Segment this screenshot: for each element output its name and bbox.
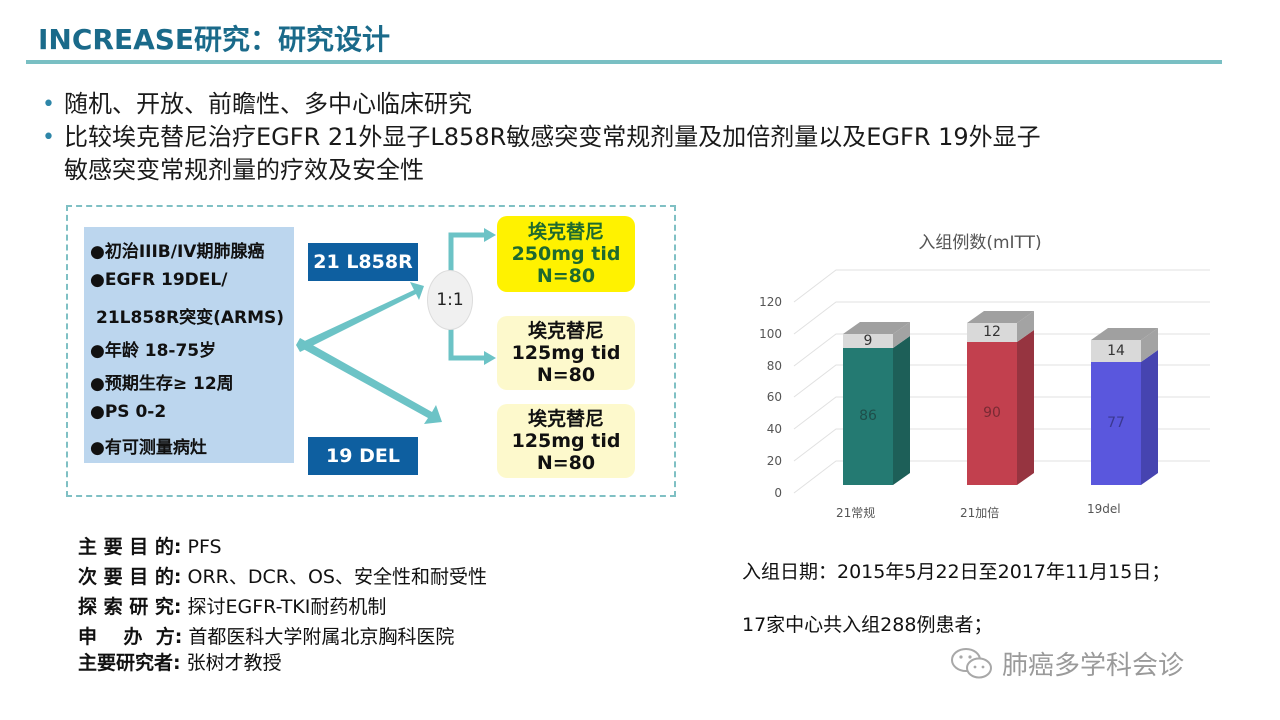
- objective-label: 主 要 目 的:: [78, 536, 182, 558]
- y-tick: 100: [759, 327, 782, 341]
- bullet-text: 比较埃克替尼治疗EGFR 21外显子L858R敏感突变常规剂量及加倍剂量以及EG…: [64, 123, 1041, 151]
- arm-dose: 250mg tid: [511, 243, 621, 265]
- criteria-item: ●PS 0-2: [90, 402, 167, 422]
- criteria-item: ●年龄 18-75岁: [90, 341, 217, 361]
- criteria-item: 21L858R突变(ARMS): [96, 308, 285, 328]
- criteria-item: ●有可测量病灶: [90, 438, 207, 458]
- objective-value: 张树才教授: [186, 652, 282, 674]
- bar-value: 86: [859, 408, 877, 424]
- arm-drug: 埃克替尼: [527, 221, 604, 243]
- arm-n: N=80: [536, 364, 596, 386]
- objective-value: 探讨EGFR-TKI耐药机制: [187, 596, 387, 618]
- bar-21-double: [967, 311, 1034, 485]
- arrow-head-icon: [484, 228, 496, 242]
- stratum-19-del: 19 DEL: [308, 437, 418, 475]
- bar-19del: [1091, 328, 1158, 485]
- bar-value: 90: [983, 405, 1001, 421]
- bar-value: 9: [863, 333, 873, 349]
- arm-drug: 埃克替尼: [527, 320, 604, 342]
- objective-label: 探 索 研 究:: [78, 596, 182, 618]
- objective-row: 申 办 方: 首都医科大学附属北京胸科医院: [78, 622, 487, 652]
- arm-n: N=80: [536, 265, 596, 287]
- bar-value: 12: [983, 324, 1001, 340]
- y-tick: 80: [766, 359, 782, 373]
- arrow-to-l858r-icon: [296, 282, 424, 352]
- bar-21-standard: [843, 322, 910, 485]
- criteria-item: ●初治IIIB/IV期肺腺癌: [90, 242, 265, 262]
- y-tick: 0: [774, 486, 782, 500]
- enrollment-dates: 入组日期：2015年5月22日至2017年11月15日；: [742, 561, 1171, 583]
- arm-dose: 125mg tid: [511, 430, 621, 452]
- objective-row: 主 要 目 的: PFS: [78, 532, 487, 562]
- arm-250mg: 埃克替尼 250mg tid N=80: [497, 216, 635, 292]
- chart-title: 入组例数(mITT): [918, 233, 1042, 253]
- arm-n: N=80: [536, 452, 596, 474]
- bar-value: 14: [1107, 343, 1125, 359]
- bullet-dot-icon: •: [42, 92, 55, 117]
- enrollment-centers: 17家中心共入组288例患者；: [742, 614, 993, 636]
- bullet-text: 随机、开放、前瞻性、多中心临床研究: [64, 90, 472, 118]
- arm-dose: 125mg tid: [511, 342, 621, 364]
- arm-125mg-l858r: 埃克替尼 125mg tid N=80: [497, 316, 635, 390]
- x-tick: 19del: [1087, 502, 1121, 516]
- y-tick: 120: [759, 295, 782, 309]
- study-objectives: 主 要 目 的: PFS 次 要 目 的: ORR、DCR、OS、安全性和耐受性…: [78, 532, 487, 678]
- bar-value: 77: [1107, 415, 1125, 431]
- summary-bullets: • 随机、开放、前瞻性、多中心临床研究 • 比较埃克替尼治疗EGFR 21外显子…: [42, 88, 1041, 187]
- enrollment-chart: 入组例数(mITT): [740, 220, 1220, 530]
- title-divider: [26, 60, 1222, 64]
- y-tick: 40: [766, 422, 782, 436]
- inclusion-criteria-box: ●初治IIIB/IV期肺腺癌 ●EGFR 19DEL/ 21L858R突变(AR…: [84, 227, 294, 463]
- arrow-to-del19-icon: [296, 338, 442, 424]
- randomization-ratio: 1:1: [427, 270, 473, 330]
- objective-row: 探 索 研 究: 探讨EGFR-TKI耐药机制: [78, 592, 487, 622]
- bullet-dot-icon: •: [42, 125, 55, 150]
- objective-value: 首都医科大学附属北京胸科医院: [188, 626, 455, 648]
- bullet-item: • 比较埃克替尼治疗EGFR 21外显子L858R敏感突变常规剂量及加倍剂量以及…: [42, 121, 1041, 187]
- chart-gridlines: [793, 269, 1210, 494]
- stratum-21-l858r: 21 L858R: [308, 243, 418, 281]
- objective-label: 主要研究者:: [78, 652, 181, 674]
- watermark: 肺癌多学科会诊: [950, 645, 1184, 682]
- y-tick: 20: [766, 454, 782, 468]
- x-tick: 21加倍: [960, 506, 1000, 520]
- criteria-item: ●EGFR 19DEL/: [90, 270, 228, 290]
- wechat-icon: [951, 647, 992, 678]
- criteria-item: ●预期生存≥ 12周: [90, 374, 234, 394]
- objective-value: PFS: [187, 536, 222, 558]
- objective-row: 次 要 目 的: ORR、DCR、OS、安全性和耐受性: [78, 562, 487, 592]
- objective-label: 申 办 方:: [78, 626, 183, 648]
- arrow-head-icon: [484, 351, 496, 365]
- randomization-arrows: [296, 228, 496, 424]
- page-title: INCREASE研究：研究设计: [38, 23, 391, 56]
- watermark-text: 肺癌多学科会诊: [1002, 651, 1185, 681]
- study-design-frame: [66, 205, 676, 497]
- x-tick: 21常规: [836, 506, 876, 520]
- objective-label: 次 要 目 的:: [78, 566, 182, 588]
- bullet-item: • 随机、开放、前瞻性、多中心临床研究: [42, 88, 1041, 121]
- y-tick: 60: [766, 390, 782, 404]
- objective-row: 主要研究者: 张树才教授: [78, 648, 487, 678]
- objective-value: ORR、DCR、OS、安全性和耐受性: [187, 566, 487, 588]
- arm-drug: 埃克替尼: [527, 408, 604, 430]
- bullet-text-continuation: 敏感突变常规剂量的疗效及安全性: [64, 156, 424, 184]
- arm-125mg-del19: 埃克替尼 125mg tid N=80: [497, 404, 635, 478]
